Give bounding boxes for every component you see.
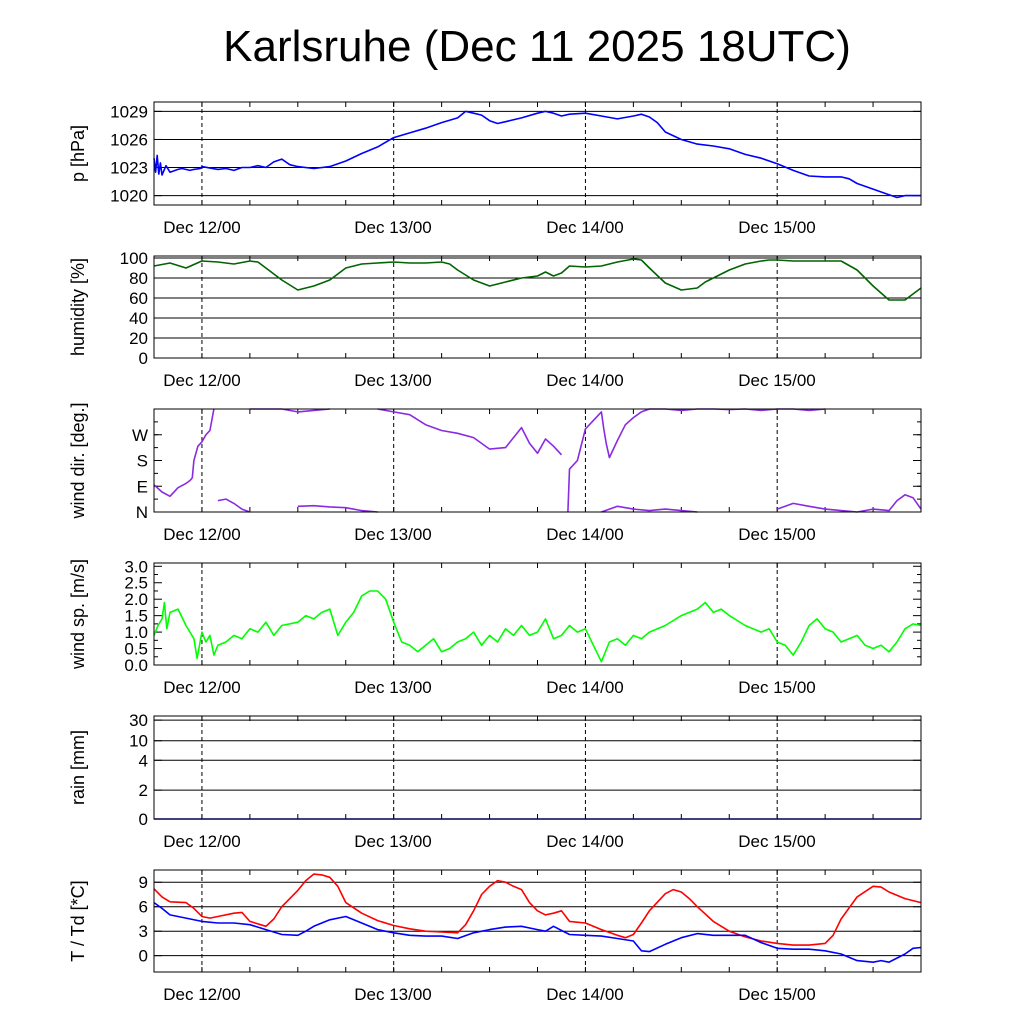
wind-speed-y-axis-label: wind sp. [m/s] bbox=[68, 559, 88, 670]
page-title: Karlsruhe (Dec 11 2025 18UTC) bbox=[223, 22, 851, 71]
wind-direction-series-wind-direction-segment-1 bbox=[153, 408, 215, 498]
rain-y-tick-label: 10 bbox=[129, 732, 148, 751]
rain-y-axis-label: rain [mm] bbox=[68, 730, 88, 805]
humidity-series-humidity bbox=[153, 258, 922, 301]
humidity-y-axis-label: humidity [%] bbox=[68, 258, 88, 356]
temperature-x-tick-label: Dec 13/00 bbox=[354, 985, 432, 1004]
wind-direction-x-tick-label: Dec 12/00 bbox=[163, 525, 241, 544]
rain-x-tick-label: Dec 15/00 bbox=[738, 832, 816, 851]
temperature-y-axis-label: T / Td [*C] bbox=[68, 880, 88, 961]
temperature-x-tick-label: Dec 14/00 bbox=[546, 985, 624, 1004]
pressure-frame bbox=[153, 101, 922, 206]
wind-speed-y-tick-label: 2.5 bbox=[124, 574, 148, 593]
wind-direction-y-tick-label: S bbox=[137, 452, 148, 471]
wind-direction-x-tick-label: Dec 14/00 bbox=[546, 525, 624, 544]
wind-direction-series-wind-direction-segment-5 bbox=[377, 408, 563, 456]
wind-direction-y-tick-label: W bbox=[132, 426, 148, 445]
wind-direction-y-tick-label: N bbox=[136, 503, 148, 522]
wind-speed-y-tick-label: 0.0 bbox=[124, 656, 148, 675]
wind-speed-series-wind-speed bbox=[153, 590, 922, 663]
humidity-x-tick-label: Dec 14/00 bbox=[546, 371, 624, 390]
temperature-series-temperature bbox=[153, 873, 922, 946]
temperature-y-tick-label: 3 bbox=[139, 922, 148, 941]
rain-y-tick-label: 30 bbox=[129, 711, 148, 730]
wind-direction-y-axis-label: wind dir. [deg.] bbox=[68, 402, 88, 519]
temperature-x-tick-label: Dec 12/00 bbox=[163, 985, 241, 1004]
pressure-y-axis-label: p [hPa] bbox=[68, 125, 88, 182]
wind-direction-x-tick-label: Dec 13/00 bbox=[354, 525, 432, 544]
wind-direction-series-wind-direction-segment-3 bbox=[297, 504, 378, 513]
temperature-y-tick-label: 6 bbox=[139, 898, 148, 917]
wind-direction-series-wind-direction-segment-6 bbox=[567, 408, 826, 513]
rain-y-tick-label: 2 bbox=[139, 781, 148, 800]
humidity-frame bbox=[153, 255, 922, 359]
pressure-x-tick-label: Dec 13/00 bbox=[354, 218, 432, 237]
temperature-y-tick-label: 0 bbox=[139, 947, 148, 966]
wind-speed-x-tick-label: Dec 12/00 bbox=[163, 678, 241, 697]
pressure-x-tick-label: Dec 15/00 bbox=[738, 218, 816, 237]
wind-direction-x-tick-label: Dec 15/00 bbox=[738, 525, 816, 544]
pressure-x-tick-label: Dec 14/00 bbox=[546, 218, 624, 237]
humidity-x-tick-label: Dec 12/00 bbox=[163, 371, 241, 390]
humidity-y-tick-label: 20 bbox=[129, 329, 148, 348]
humidity-y-tick-label: 0 bbox=[139, 349, 148, 368]
humidity-y-tick-label: 40 bbox=[129, 309, 148, 328]
humidity-y-tick-label: 60 bbox=[129, 289, 148, 308]
wind-direction-series-wind-direction-segment-8 bbox=[776, 494, 922, 513]
rain-y-tick-label: 0 bbox=[139, 810, 148, 829]
wind-speed-y-tick-label: 3.0 bbox=[124, 557, 148, 576]
wind-speed-y-tick-label: 1.5 bbox=[124, 607, 148, 626]
wind-speed-x-tick-label: Dec 14/00 bbox=[546, 678, 624, 697]
pressure-y-tick-label: 1026 bbox=[110, 130, 148, 149]
pressure-series-pressure bbox=[153, 110, 921, 199]
wind-speed-y-tick-label: 0.5 bbox=[124, 640, 148, 659]
pressure-x-tick-label: Dec 12/00 bbox=[163, 218, 241, 237]
humidity-x-tick-label: Dec 13/00 bbox=[354, 371, 432, 390]
rain-x-tick-label: Dec 14/00 bbox=[546, 832, 624, 851]
rain-x-tick-label: Dec 12/00 bbox=[163, 832, 241, 851]
rain-x-tick-label: Dec 13/00 bbox=[354, 832, 432, 851]
rain-frame bbox=[153, 715, 922, 820]
wind-direction-series-wind-direction-segment-2 bbox=[217, 498, 251, 513]
pressure-y-tick-label: 1020 bbox=[110, 187, 148, 206]
wind-speed-x-tick-label: Dec 15/00 bbox=[738, 678, 816, 697]
wind-speed-y-tick-label: 1.0 bbox=[124, 623, 148, 642]
temperature-series-dewpoint bbox=[153, 901, 922, 963]
temperature-frame bbox=[153, 869, 922, 973]
temperature-x-tick-label: Dec 15/00 bbox=[738, 985, 816, 1004]
humidity-y-tick-label: 100 bbox=[120, 249, 148, 268]
temperature-y-tick-label: 9 bbox=[139, 873, 148, 892]
humidity-x-tick-label: Dec 15/00 bbox=[738, 371, 816, 390]
wind-speed-frame bbox=[153, 562, 922, 666]
wind-speed-x-tick-label: Dec 13/00 bbox=[354, 678, 432, 697]
humidity-y-tick-label: 80 bbox=[129, 269, 148, 288]
wind-speed-y-tick-label: 2.0 bbox=[124, 590, 148, 609]
rain-y-tick-label: 4 bbox=[139, 751, 148, 770]
pressure-y-tick-label: 1023 bbox=[110, 159, 148, 178]
wind-direction-frame bbox=[153, 408, 922, 513]
wind-direction-series-wind-direction-segment-7 bbox=[601, 505, 698, 513]
wind-direction-y-tick-label: E bbox=[137, 477, 148, 496]
pressure-y-tick-label: 1029 bbox=[110, 102, 148, 121]
